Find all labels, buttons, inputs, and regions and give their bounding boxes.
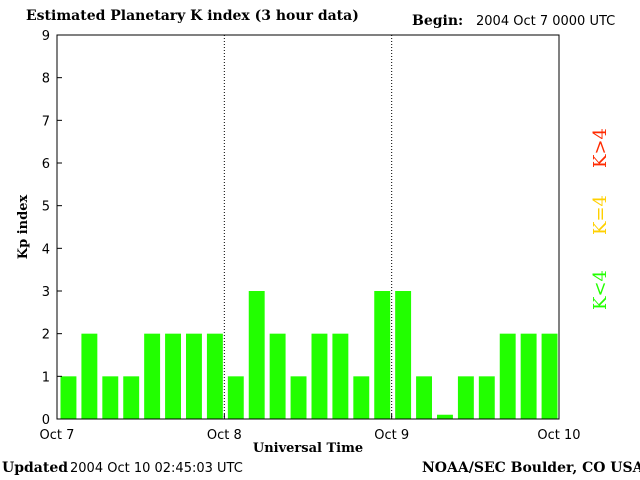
legend-equal: K=4 xyxy=(590,195,611,235)
plot-frame xyxy=(56,34,560,420)
y-tick-label: 0 xyxy=(42,413,50,428)
y-tick-label: 6 xyxy=(42,157,50,172)
chart-title: Estimated Planetary K index (3 hour data… xyxy=(26,8,359,24)
bar xyxy=(541,333,558,419)
bar xyxy=(395,291,412,419)
bar xyxy=(353,376,370,419)
y-tick-label: 1 xyxy=(42,370,50,385)
y-axis-label: Kp index xyxy=(16,195,31,260)
begin-value: 2004 Oct 7 0000 UTC xyxy=(476,14,616,29)
y-tick-label: 5 xyxy=(42,200,50,215)
bar xyxy=(165,333,181,419)
bar xyxy=(437,414,453,419)
bar xyxy=(269,333,286,419)
bar xyxy=(374,291,391,419)
legend-low: K<4 xyxy=(590,270,611,310)
y-tick-label: 4 xyxy=(42,242,50,257)
bar xyxy=(102,376,119,419)
x-axis-label: Universal Time xyxy=(253,441,363,456)
bar xyxy=(311,333,328,419)
y-tick-label: 2 xyxy=(42,328,50,343)
bar xyxy=(332,333,349,419)
x-tick-label: Oct 10 xyxy=(537,428,580,443)
bar xyxy=(123,376,140,419)
bar xyxy=(290,376,307,419)
bar xyxy=(206,333,223,419)
bar xyxy=(416,376,432,419)
x-tick-label: Oct 7 xyxy=(40,428,75,443)
bar xyxy=(520,333,537,419)
bar xyxy=(60,376,77,419)
x-tick-label: Oct 9 xyxy=(374,428,409,443)
bar xyxy=(186,333,202,419)
begin-label: Begin: xyxy=(412,13,464,29)
source-credit: NOAA/SEC Boulder, CO USA xyxy=(422,460,640,476)
bar xyxy=(227,376,244,419)
y-tick-label: 8 xyxy=(42,72,50,87)
bar xyxy=(144,333,161,419)
y-tick-label: 3 xyxy=(42,285,50,300)
bar xyxy=(248,291,265,419)
bar xyxy=(457,376,474,419)
y-tick-label: 9 xyxy=(42,29,50,44)
legend-high: K>4 xyxy=(590,128,611,168)
bar xyxy=(81,333,98,419)
y-tick-label: 7 xyxy=(42,114,50,129)
updated-value: 2004 Oct 10 02:45:03 UTC xyxy=(70,461,243,476)
x-tick-label: Oct 8 xyxy=(207,428,242,443)
bar xyxy=(499,333,516,419)
updated-label: Updated xyxy=(2,460,69,476)
bar xyxy=(478,376,495,419)
